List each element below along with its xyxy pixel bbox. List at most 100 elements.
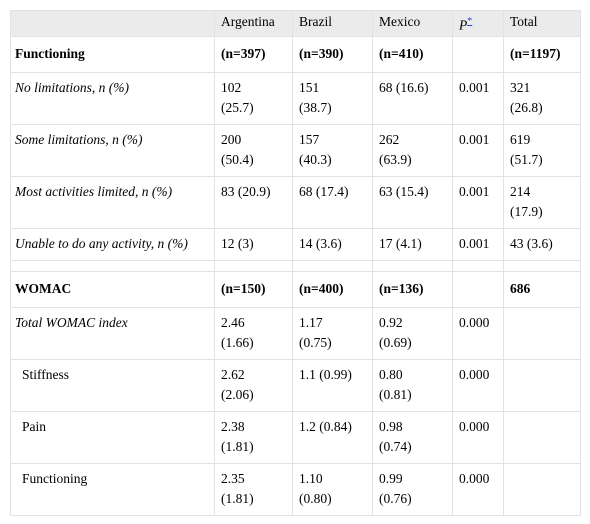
cell-text: 157 (40.3) [299,131,332,167]
cell [503,358,581,412]
cell-text: 17 (4.1) [379,235,422,251]
cell-text: 14 (3.6) [299,235,342,251]
header-cell: Total [503,10,581,37]
subitem-row: Functioning 2.35 (1.81) 1.10 (0.80) 0.99 (0… [10,462,581,516]
cell: 83 (20.9) [214,175,293,229]
header-row: Argentina Brazil Mexico P* Total [10,10,581,37]
table-header: Argentina Brazil Mexico P* Total [10,10,581,37]
cell: 1.17 (0.75) [292,306,373,360]
cell-text: 619 (51.7) [510,131,543,167]
row-label: Functioning [10,35,215,73]
cell: 1.10 (0.80) [292,462,373,516]
item-row: No limitations, n (%) 102 (25.7) 151 (38.7… [10,71,581,125]
cell-text: 1.1 (0.99) [299,366,352,382]
row-label: Functioning [10,462,215,516]
cell: 321 (26.8) [503,71,581,125]
cell-text: WOMAC [15,280,72,296]
cell-text: 686 [510,280,531,296]
cell-text: 262 (63.9) [379,131,412,167]
cell: 2.35 (1.81) [214,462,293,516]
cell [503,306,581,360]
table-body: Functioning (n=397) (n=390) (n=410) (n=1197)… [10,35,581,516]
cell: 2.62 (2.06) [214,358,293,412]
cell-text: 102 (25.7) [221,79,254,115]
cell: (n=136) [372,270,453,308]
cell-text: Total WOMAC index [15,314,128,330]
cell-text: 0.001 [459,235,490,251]
cell-text: 0.000 [459,366,490,382]
cell: 43 (3.6) [503,227,581,261]
cell-text: Stiffness [22,366,70,382]
cell: 0.001 [452,71,504,125]
cell: 2.38 (1.81) [214,410,293,464]
cell-text: Functioning [15,45,85,61]
header-text: Total [510,14,538,29]
cell: (n=397) [214,35,293,73]
cell-text: 2.38 (1.81) [221,418,254,454]
cell-text: 68 (16.6) [379,79,429,95]
cell: 200 (50.4) [214,123,293,177]
cell: (n=400) [292,270,373,308]
subitem-row: Stiffness 2.62 (2.06) 1.1 (0.99) 0.80 (0.81… [10,358,581,412]
cell-text: (n=397) [221,45,266,61]
cell: 102 (25.7) [214,71,293,125]
spacer-row [10,259,581,272]
cell-text: 0.001 [459,183,490,199]
spacer-cell [452,259,504,272]
cell-text: 0.000 [459,314,490,330]
item-row: Total WOMAC index 2.46 (1.66) 1.17 (0.75) 0… [10,306,581,360]
section-row: WOMAC (n=150) (n=400) (n=136) 686 [10,270,581,308]
cell: 686 [503,270,581,308]
cell: 1.2 (0.84) [292,410,373,464]
cell: 0.000 [452,306,504,360]
cell: 2.46 (1.66) [214,306,293,360]
cell: 68 (17.4) [292,175,373,229]
cell-text: 0.80 (0.81) [379,366,412,402]
cell: 0.001 [452,123,504,177]
data-table: Argentina Brazil Mexico P* Total Functioning… [10,10,581,516]
header-text: Mexico [379,14,421,29]
cell-text: 63 (15.4) [379,183,429,199]
cell: 63 (15.4) [372,175,453,229]
row-label: Total WOMAC index [10,306,215,360]
cell: 0.99 (0.76) [372,462,453,516]
cell-text: Functioning [22,470,88,486]
spacer-cell [292,259,373,272]
row-label: WOMAC [10,270,215,308]
cell: 157 (40.3) [292,123,373,177]
header-cell: Argentina [214,10,293,37]
cell-text: 0.001 [459,131,490,147]
cell-text: Most activities limited, n (%) [15,183,173,199]
header-cell [10,10,215,37]
cell-text: 1.2 (0.84) [299,418,352,434]
cell-text: (n=150) [221,280,266,296]
cell-text: 0.99 (0.76) [379,470,412,506]
cell-text: 0.001 [459,79,490,95]
cell-text: 1.10 (0.80) [299,470,332,506]
row-label: Some limitations, n (%) [10,123,215,177]
cell-text: 321 (26.8) [510,79,543,115]
footnote-link[interactable]: * [467,16,473,27]
cell-text: 43 (3.6) [510,235,553,251]
cell: 0.000 [452,410,504,464]
cell-text: 0.000 [459,418,490,434]
cell-text: Some limitations, n (%) [15,131,143,147]
cell: (n=150) [214,270,293,308]
item-row: Most activities limited, n (%) 83 (20.9) 6… [10,175,581,229]
cell-text: 1.17 (0.75) [299,314,332,350]
cell: 68 (16.6) [372,71,453,125]
cell-text: (n=410) [379,45,424,61]
cell-text: Pain [22,418,47,434]
item-row: Unable to do any activity, n (%) 12 (3) 14… [10,227,581,261]
cell-text: 68 (17.4) [299,183,349,199]
cell: 0.000 [452,358,504,412]
cell-text: 200 (50.4) [221,131,254,167]
cell-text: 2.46 (1.66) [221,314,254,350]
cell-text: 0.000 [459,470,490,486]
cell: (n=410) [372,35,453,73]
cell-text: (n=1197) [510,45,561,61]
cell: 214 (17.9) [503,175,581,229]
section-row: Functioning (n=397) (n=390) (n=410) (n=1197) [10,35,581,73]
cell-text: 2.35 (1.81) [221,470,254,506]
cell: 1.1 (0.99) [292,358,373,412]
